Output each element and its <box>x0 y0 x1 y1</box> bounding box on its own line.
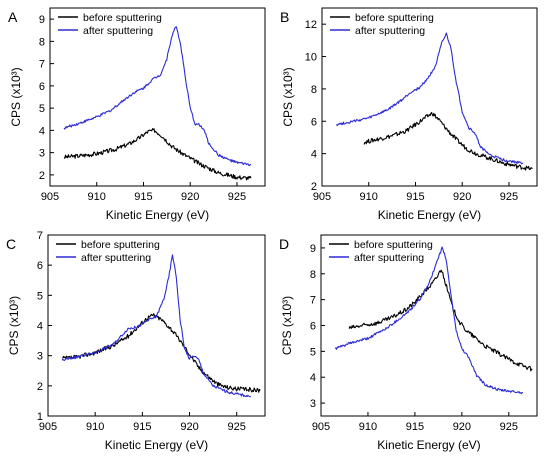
x-tick-label: 910 <box>88 191 106 203</box>
panel-d: D 905 910 915 920 925 3 4 5 6 7 8 9 Kinetic Energy (e… <box>279 234 538 452</box>
x-tick-label: 915 <box>406 191 424 203</box>
y-tick-label: 3 <box>39 148 45 160</box>
y-tick-label: 10 <box>305 52 317 64</box>
legend-entry: after sputtering <box>81 252 151 264</box>
x-tick-label: 910 <box>359 421 377 433</box>
y-tick-label: 5 <box>39 103 45 115</box>
panel-letter: B <box>280 9 289 25</box>
plot-frame <box>321 7 538 187</box>
legend-entry: after sputtering <box>83 25 153 37</box>
series-line-after <box>61 254 252 398</box>
legend-entry: after sputtering <box>354 252 424 264</box>
y-tick-label: 1 <box>37 411 43 423</box>
legend-entry: before sputtering <box>81 239 160 251</box>
y-tick-label: 4 <box>39 125 45 137</box>
y-tick-label: 3 <box>37 351 43 363</box>
y-tick-label: 9 <box>310 243 316 255</box>
x-tick-label: 925 <box>500 191 518 203</box>
x-tick-label: 905 <box>41 191 59 203</box>
y-tick-label: 6 <box>310 321 316 333</box>
series-line-before <box>62 313 261 393</box>
legend-entry: after sputtering <box>355 25 425 37</box>
y-tick-label: 6 <box>311 116 317 128</box>
x-tick-label: 910 <box>360 191 378 203</box>
y-axis-title: CPS (x10³) <box>281 67 295 126</box>
x-tick-label: 905 <box>312 421 330 433</box>
y-tick-label: 7 <box>310 295 316 307</box>
x-tick-label: 920 <box>180 421 198 433</box>
y-tick-label: 12 <box>305 19 317 31</box>
x-tick-label: 905 <box>313 191 331 203</box>
x-tick-label: 925 <box>500 421 518 433</box>
series-line-before <box>63 128 252 181</box>
panel-c: C 905 910 915 920 925 1 2 3 4 5 6 7 Kinetic Energy (e… <box>6 230 266 452</box>
legend-entry: before sputtering <box>354 239 433 251</box>
panel-a: A 905 910 915 920 925 2 3 4 5 6 7 8 9 Kinetic Energy (… <box>8 7 266 222</box>
x-tick-label: 915 <box>134 191 152 203</box>
y-axis-title: CPS (x10³) <box>9 67 23 126</box>
y-tick-label: 5 <box>37 290 43 302</box>
x-tick-label: 920 <box>181 191 199 203</box>
panel-b: B 905 910 915 920 925 2 4 6 8 10 12 Kinetic Energy (… <box>280 7 538 222</box>
legend-entry: before sputtering <box>83 12 162 24</box>
y-tick-label: 5 <box>310 346 316 358</box>
x-tick-label: 910 <box>86 421 104 433</box>
y-tick-label: 2 <box>311 181 317 193</box>
y-tick-label: 9 <box>39 14 45 26</box>
y-tick-label: 2 <box>39 170 45 182</box>
series-line-before <box>348 269 533 372</box>
y-tick-label: 4 <box>37 321 43 333</box>
legend-entry: before sputtering <box>355 12 434 24</box>
series-line-before <box>363 111 533 171</box>
y-tick-label: 4 <box>310 372 316 384</box>
y-tick-label: 7 <box>39 59 45 71</box>
y-tick-label: 6 <box>37 260 43 272</box>
y-axis-title: CPS (x10³) <box>280 296 294 355</box>
y-tick-label: 8 <box>39 36 45 48</box>
y-tick-label: 4 <box>311 149 317 161</box>
x-axis-title: Kinetic Energy (eV) <box>378 208 481 222</box>
panel-letter: D <box>279 236 289 252</box>
x-tick-label: 905 <box>39 421 57 433</box>
x-tick-label: 925 <box>228 191 246 203</box>
y-tick-label: 6 <box>39 81 45 93</box>
x-axis-title: Kinetic Energy (eV) <box>105 438 208 452</box>
series-line-after <box>334 246 524 395</box>
x-tick-label: 915 <box>406 421 424 433</box>
plot-frame <box>49 7 266 187</box>
series-line-after <box>335 32 524 165</box>
x-axis-title: Kinetic Energy (eV) <box>377 438 480 452</box>
x-tick-label: 915 <box>133 421 151 433</box>
y-tick-label: 2 <box>37 381 43 393</box>
x-axis-title: Kinetic Energy (eV) <box>106 208 209 222</box>
x-tick-label: 920 <box>453 421 471 433</box>
x-tick-label: 920 <box>453 191 471 203</box>
y-tick-label: 8 <box>310 269 316 281</box>
panel-letter: C <box>6 236 16 252</box>
y-tick-label: 7 <box>37 230 43 242</box>
y-tick-label: 3 <box>310 398 316 410</box>
y-tick-label: 8 <box>311 84 317 96</box>
panel-letter: A <box>8 9 18 25</box>
series-line-after <box>63 26 252 167</box>
x-tick-label: 925 <box>228 421 246 433</box>
y-axis-title: CPS (x10³) <box>7 296 21 355</box>
